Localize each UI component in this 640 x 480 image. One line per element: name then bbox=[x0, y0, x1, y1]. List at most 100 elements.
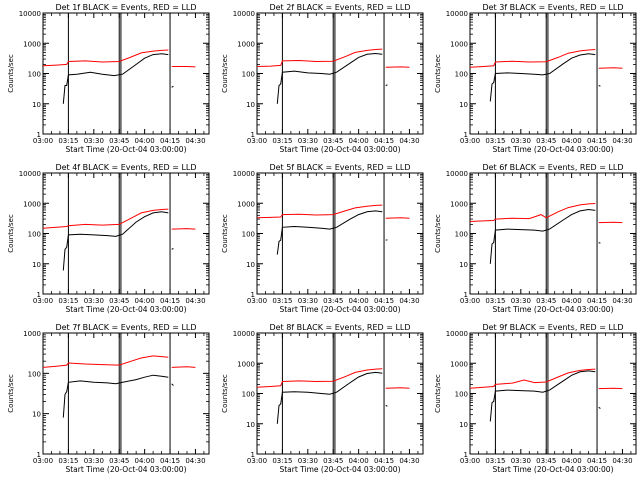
x-tick-label: 04:15 bbox=[374, 457, 394, 465]
panel-title: Det 1f BLACK = Events, RED = LLD bbox=[55, 3, 196, 12]
series-lld-line bbox=[469, 203, 623, 224]
x-tick-label: 04:30 bbox=[185, 137, 205, 145]
y-tick-label: 1 bbox=[37, 451, 41, 459]
panel-det-8: Det 8f BLACK = Events, RED = LLD 1 10 100 10… bbox=[221, 323, 424, 474]
x-tick-label: 03:45 bbox=[536, 297, 556, 305]
panel-det-1: Det 1f BLACK = Events, RED = LLD 1 10 100 10… bbox=[7, 3, 210, 154]
y-tick-label: 100 bbox=[455, 231, 468, 239]
series-lld-line bbox=[256, 368, 410, 389]
x-tick-label: 04:00 bbox=[562, 457, 582, 465]
y-tick-label: 100 bbox=[28, 370, 41, 378]
panel-det-5: Det 5f BLACK = Events, RED = LLD 1 10 100 10… bbox=[221, 163, 424, 314]
series-lld-line bbox=[256, 48, 410, 68]
y-tick-label: 1 bbox=[251, 451, 255, 459]
x-tick-label: 03:15 bbox=[485, 137, 505, 145]
x-tick-label: 04:15 bbox=[587, 457, 607, 465]
panel-title: Det 7f BLACK = Events, RED = LLD bbox=[55, 323, 196, 332]
x-tick-label: 04:30 bbox=[612, 137, 632, 145]
y-tick-label: 100 bbox=[242, 71, 255, 79]
y-axis-label: Counts/sec bbox=[221, 54, 229, 93]
x-tick-label: 03:30 bbox=[84, 137, 104, 145]
panel-title: Det 9f BLACK = Events, RED = LLD bbox=[482, 323, 623, 332]
x-tick-label: 03:30 bbox=[511, 457, 531, 465]
y-tick-label: 1000 bbox=[23, 40, 41, 48]
panel-title: Det 4f BLACK = Events, RED = LLD bbox=[55, 163, 196, 172]
x-tick-label: 03:15 bbox=[58, 297, 78, 305]
plot-frame bbox=[42, 332, 210, 455]
panel-title: Det 3f BLACK = Events, RED = LLD bbox=[482, 3, 623, 12]
panel-title: Det 5f BLACK = Events, RED = LLD bbox=[269, 163, 410, 172]
panel-det-6: Det 6f BLACK = Events, RED = LLD 1 10 100 10… bbox=[434, 163, 637, 314]
x-tick-label: 03:30 bbox=[84, 297, 104, 305]
x-tick-label: 03:15 bbox=[485, 297, 505, 305]
x-axis-label: Start Time (20-Oct-04 03:00:00) bbox=[279, 145, 400, 154]
y-axis-label: Counts/sec bbox=[7, 214, 15, 253]
panel-det-4: Det 4f BLACK = Events, RED = LLD 1 10 100 10… bbox=[7, 163, 210, 314]
x-tick-label: 04:15 bbox=[374, 137, 394, 145]
x-axis-label: Start Time (20-Oct-04 03:00:00) bbox=[65, 145, 186, 154]
panel-title: Det 6f BLACK = Events, RED = LLD bbox=[482, 163, 623, 172]
x-tick-label: 04:00 bbox=[562, 297, 582, 305]
y-tick-label: 10000 bbox=[233, 170, 255, 178]
y-tick-label: 1 bbox=[464, 291, 468, 299]
x-tick-label: 04:15 bbox=[160, 137, 180, 145]
x-tick-label: 03:15 bbox=[485, 457, 505, 465]
x-tick-label: 03:15 bbox=[272, 457, 292, 465]
panel-det-3: Det 3f BLACK = Events, RED = LLD 1 10 100 10… bbox=[434, 3, 637, 154]
x-tick-label: 03:15 bbox=[272, 137, 292, 145]
x-axis-label: Start Time (20-Oct-04 03:00:00) bbox=[492, 305, 613, 314]
x-tick-label: 03:15 bbox=[58, 137, 78, 145]
y-tick-label: 1000 bbox=[23, 330, 41, 338]
series-events-line bbox=[276, 52, 388, 104]
y-tick-label: 1 bbox=[464, 131, 468, 139]
x-axis-label: Start Time (20-Oct-04 03:00:00) bbox=[492, 465, 613, 474]
x-tick-label: 03:45 bbox=[536, 137, 556, 145]
x-tick-label: 03:45 bbox=[536, 457, 556, 465]
y-axis-label: Counts/sec bbox=[7, 374, 15, 413]
y-tick-label: 1 bbox=[37, 291, 41, 299]
x-tick-label: 04:00 bbox=[349, 297, 369, 305]
y-axis-label: Counts/sec bbox=[434, 54, 442, 93]
y-tick-label: 1000 bbox=[237, 40, 255, 48]
x-tick-label: 04:30 bbox=[612, 297, 632, 305]
y-tick-label: 1 bbox=[251, 131, 255, 139]
series-lld-line bbox=[42, 208, 196, 230]
panel-title: Det 2f BLACK = Events, RED = LLD bbox=[269, 3, 410, 12]
y-tick-label: 1000 bbox=[237, 200, 255, 208]
y-tick-label: 100 bbox=[28, 71, 41, 79]
y-tick-label: 10 bbox=[32, 101, 41, 109]
x-tick-label: 03:30 bbox=[511, 297, 531, 305]
x-tick-label: 04:30 bbox=[612, 457, 632, 465]
y-tick-label: 10 bbox=[32, 261, 41, 269]
x-tick-label: 03:00 bbox=[460, 137, 480, 145]
x-tick-label: 04:30 bbox=[399, 297, 419, 305]
x-tick-label: 03:15 bbox=[58, 457, 78, 465]
x-tick-label: 03:30 bbox=[298, 137, 318, 145]
y-tick-label: 1 bbox=[37, 131, 41, 139]
x-tick-label: 04:30 bbox=[399, 457, 419, 465]
x-tick-label: 04:00 bbox=[135, 297, 155, 305]
x-tick-label: 04:00 bbox=[135, 457, 155, 465]
x-axis-label: Start Time (20-Oct-04 03:00:00) bbox=[279, 465, 400, 474]
x-tick-label: 04:15 bbox=[160, 457, 180, 465]
y-tick-label: 100 bbox=[455, 391, 468, 399]
y-tick-label: 10000 bbox=[446, 10, 468, 18]
series-events-line bbox=[276, 210, 388, 255]
x-tick-label: 03:00 bbox=[460, 297, 480, 305]
x-tick-label: 03:00 bbox=[460, 457, 480, 465]
y-tick-label: 10 bbox=[246, 261, 255, 269]
y-tick-label: 1000 bbox=[450, 200, 468, 208]
x-tick-label: 03:45 bbox=[323, 457, 343, 465]
x-tick-label: 03:45 bbox=[109, 297, 129, 305]
y-axis-label: Counts/sec bbox=[7, 54, 15, 93]
panel-det-2: Det 2f BLACK = Events, RED = LLD 1 10 100 10… bbox=[221, 3, 424, 154]
x-tick-label: 03:30 bbox=[84, 457, 104, 465]
y-tick-label: 100 bbox=[28, 231, 41, 239]
x-tick-label: 04:30 bbox=[185, 457, 205, 465]
series-events-line bbox=[489, 208, 601, 264]
x-tick-label: 03:00 bbox=[247, 137, 267, 145]
y-tick-label: 10000 bbox=[446, 170, 468, 178]
y-tick-label: 10 bbox=[246, 421, 255, 429]
x-tick-label: 04:15 bbox=[160, 297, 180, 305]
